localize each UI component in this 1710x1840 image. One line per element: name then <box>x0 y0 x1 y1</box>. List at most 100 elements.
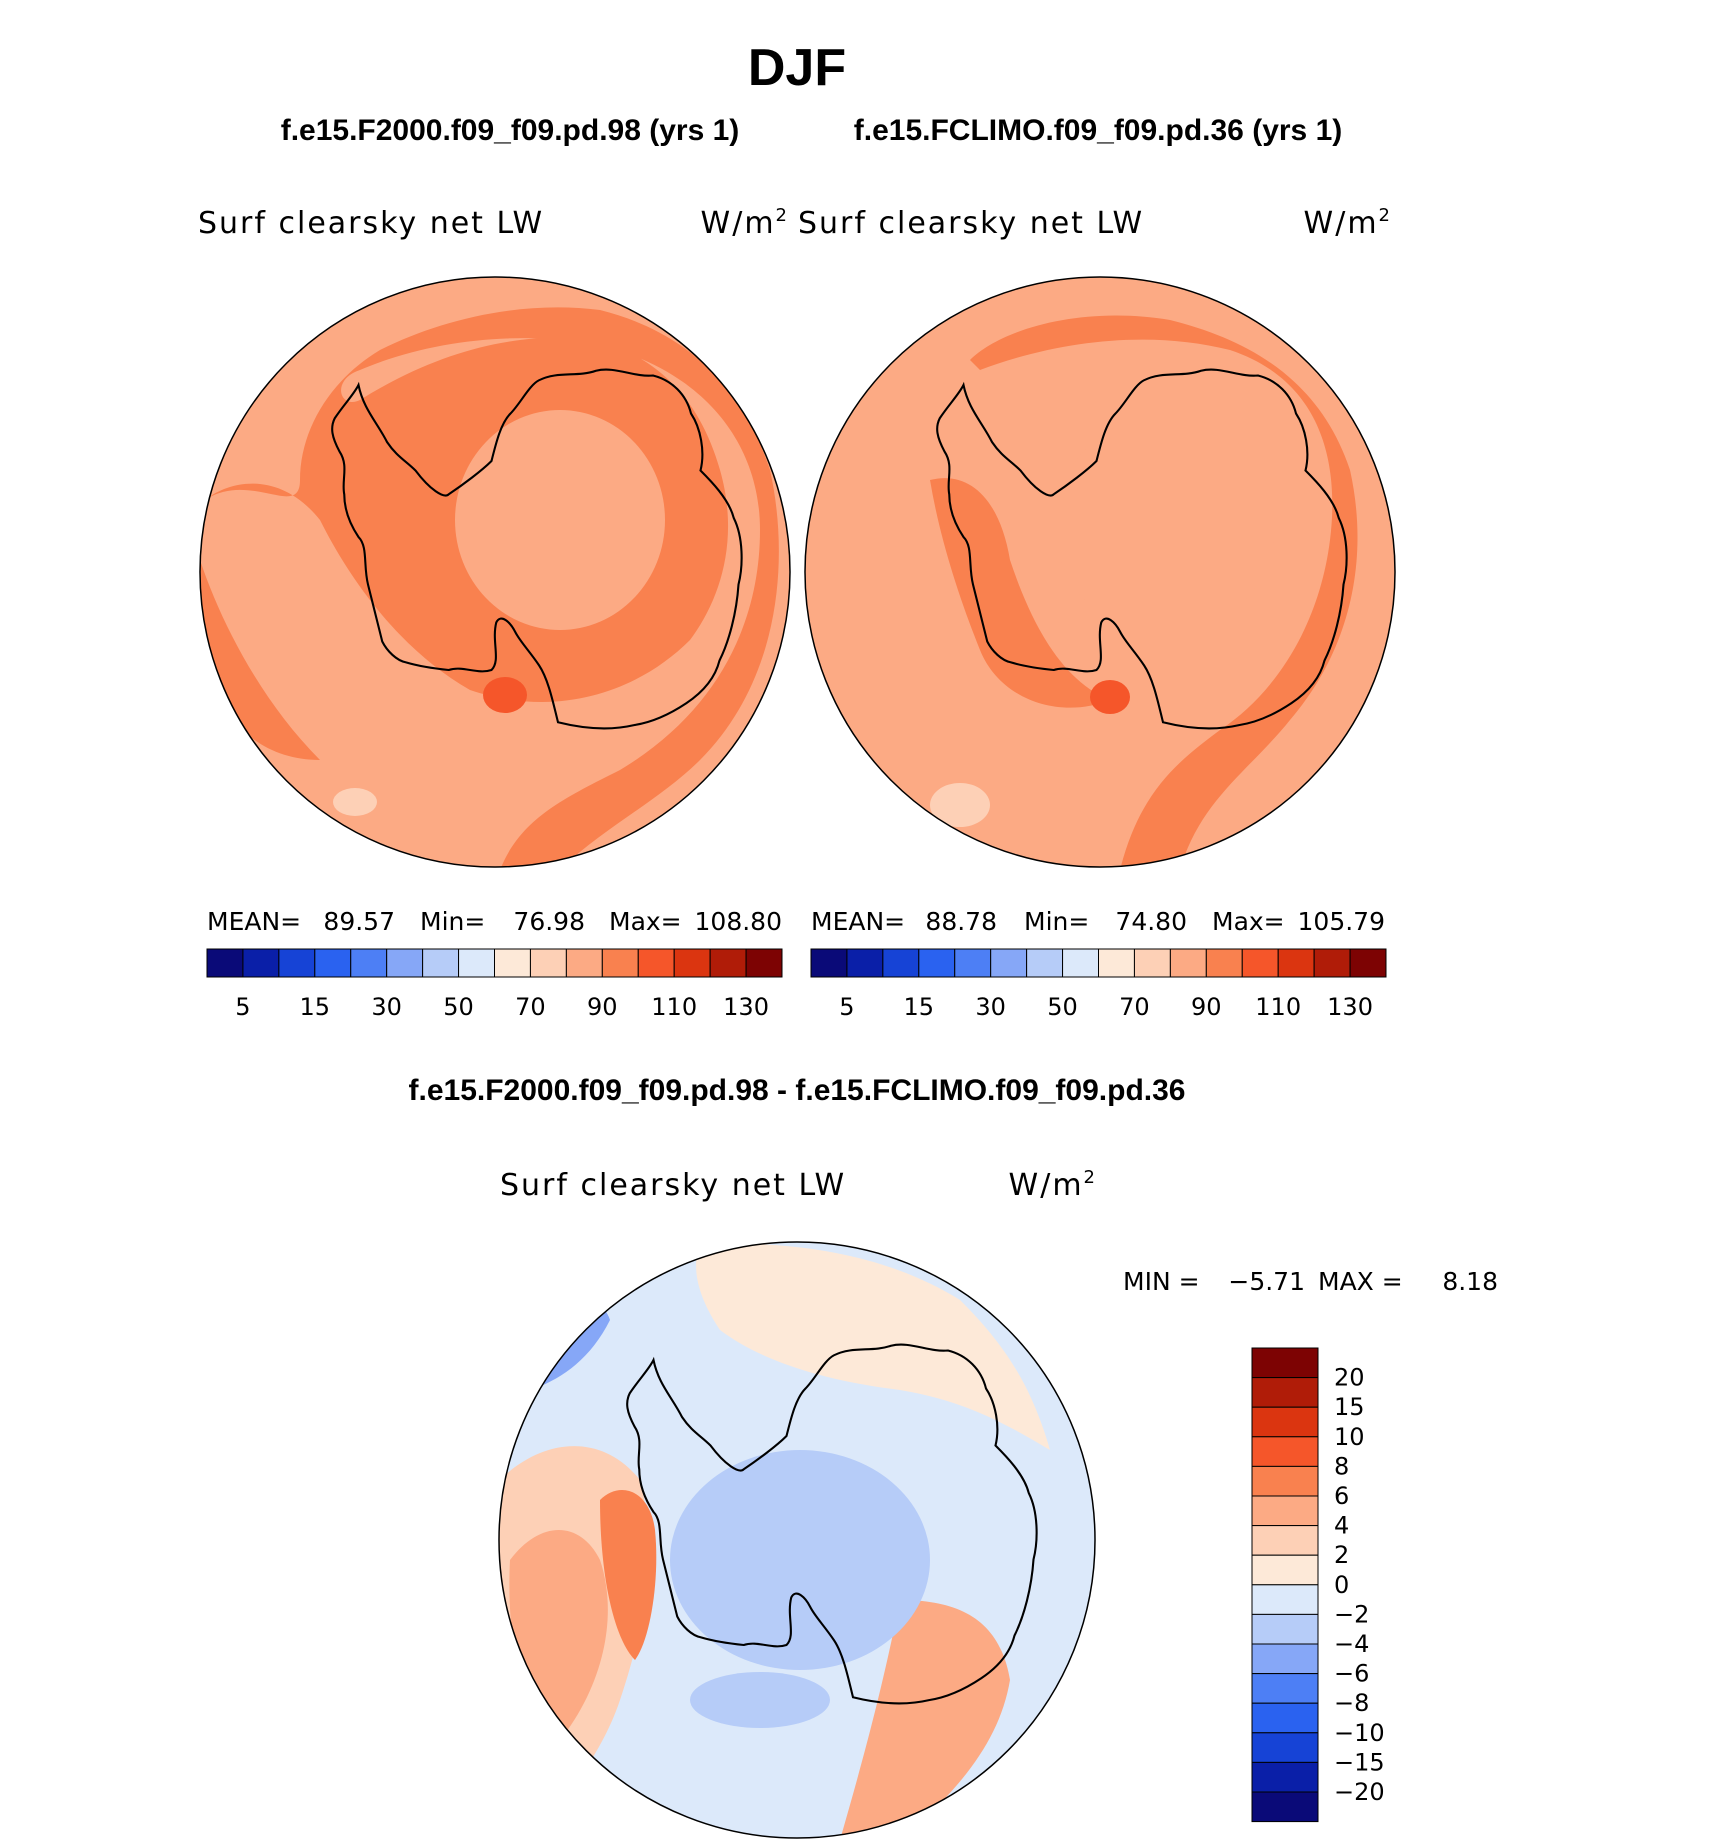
diff-colorbar-box <box>1251 1643 1319 1675</box>
diff-colorbar-label: −15 <box>1334 1748 1385 1776</box>
diff-min-label: MIN = <box>1123 1267 1200 1296</box>
diff-map-pos-north <box>696 1243 1050 1450</box>
right-colorbar-box <box>846 948 884 978</box>
left-polar-map <box>199 276 791 868</box>
right-colorbar-box <box>918 948 956 978</box>
diff-colorbar-box <box>1251 1495 1319 1527</box>
right-map-peak <box>1090 680 1130 714</box>
diff-map-border <box>498 1241 1096 1839</box>
left-colorbar-label: 70 <box>515 993 546 1021</box>
diff-colorbar-box <box>1251 1761 1319 1793</box>
right-stats: MEAN= 88.78 Min= 74.80 Max= 105.79 <box>811 907 1385 936</box>
right-colorbar-label: 90 <box>1191 993 1222 1021</box>
left-colorbar-box <box>709 948 747 978</box>
right-map-low-patch <box>930 783 990 827</box>
diff-colorbar-box <box>1251 1702 1319 1734</box>
diff-colorbar-box <box>1251 1347 1319 1379</box>
diff-colorbar-box <box>1251 1406 1319 1438</box>
right-colorbar-box <box>1241 948 1279 978</box>
left-colorbar-box <box>565 948 603 978</box>
right-colorbar-box <box>954 948 992 978</box>
left-mean-label: MEAN= <box>207 907 301 936</box>
diff-variable-label: Surf clearsky net LW <box>500 1168 846 1203</box>
right-colorbar-box <box>1133 948 1171 978</box>
left-colorbar-box <box>673 948 711 978</box>
right-colorbar-label: 15 <box>904 993 935 1021</box>
left-colorbar-box <box>601 948 639 978</box>
right-mean-label: MEAN= <box>811 907 905 936</box>
left-colorbar-box <box>206 948 244 978</box>
diff-map-pos-east <box>840 1600 1010 1838</box>
right-min-label: Min= <box>1024 907 1089 936</box>
diff-colorbar-box <box>1251 1732 1319 1763</box>
diff-colorbar-box <box>1251 1465 1319 1497</box>
diff-colorbar-box <box>1251 1377 1319 1408</box>
left-map-border <box>199 276 791 868</box>
right-colorbar-label: 70 <box>1119 993 1150 1021</box>
right-colorbar-label: 50 <box>1047 993 1078 1021</box>
diff-colorbar-label: −10 <box>1334 1719 1385 1747</box>
left-colorbar-label: 15 <box>300 993 331 1021</box>
diff-colorbar-label: 15 <box>1334 1393 1365 1421</box>
left-colorbar-label: 110 <box>651 993 697 1021</box>
diff-units-label: W/m2 <box>1009 1167 1095 1203</box>
left-stats: MEAN= 89.57 Min= 76.98 Max= 108.80 <box>207 907 782 936</box>
season-title: DJF <box>748 39 846 97</box>
left-case-title: f.e15.F2000.f09_f09.pd.98 (yrs 1) <box>281 114 740 147</box>
diff-colorbar-label: −2 <box>1334 1600 1369 1628</box>
diff-colorbar-label: 4 <box>1334 1512 1349 1540</box>
diff-colorbar-label: 2 <box>1334 1541 1349 1569</box>
left-colorbar-box <box>745 948 783 978</box>
right-colorbar-box <box>810 948 848 978</box>
left-min-label: Min= <box>420 907 485 936</box>
diff-title: f.e15.F2000.f09_f09.pd.98 - f.e15.FCLIMO… <box>409 1074 1186 1107</box>
diff-colorbar-label: −6 <box>1334 1660 1369 1688</box>
right-colorbar-box <box>1098 948 1135 978</box>
right-units-label: W/m2 <box>1304 205 1390 241</box>
diff-colorbar-label: −8 <box>1334 1689 1369 1717</box>
diff-min-value: −5.71 <box>1228 1267 1305 1296</box>
left-colorbar-label: 50 <box>443 993 474 1021</box>
right-colorbar-box <box>1205 948 1243 978</box>
diff-colorbar-label: 20 <box>1334 1364 1365 1392</box>
diff-map-pos-peninsula <box>600 1490 657 1660</box>
diff-colorbar-label: 10 <box>1334 1423 1365 1451</box>
diff-colorbar-label: −20 <box>1334 1778 1385 1806</box>
right-min-value: 74.80 <box>1115 907 1187 936</box>
left-colorbar-box <box>350 948 388 978</box>
right-map-interior-low <box>1055 415 1275 635</box>
right-colorbar-label: 30 <box>975 993 1006 1021</box>
right-colorbar-box <box>1169 948 1207 978</box>
diff-colorbar-label: 0 <box>1334 1571 1349 1599</box>
diff-map-southern-neg <box>690 1672 830 1728</box>
left-max-label: Max= <box>609 907 682 936</box>
right-mean-value: 88.78 <box>925 907 997 936</box>
diff-colorbar-box <box>1251 1554 1319 1586</box>
diff-colorbar-box <box>1251 1613 1319 1645</box>
left-colorbar-label: 5 <box>235 993 250 1021</box>
diff-colorbar-box <box>1251 1584 1319 1615</box>
diff-colorbar-box <box>1251 1525 1319 1556</box>
left-colorbar-box <box>529 948 567 978</box>
right-max-value: 105.79 <box>1298 907 1385 936</box>
right-max-label: Max= <box>1212 907 1285 936</box>
left-colorbar-label: 90 <box>587 993 618 1021</box>
diff-colorbar-label: 6 <box>1334 1482 1349 1510</box>
left-colorbar-box <box>458 948 495 978</box>
right-map-high-west <box>930 478 1110 708</box>
left-colorbar-box <box>278 948 316 978</box>
left-colorbar-box <box>494 948 531 978</box>
diff-colorbar-box <box>1251 1673 1319 1704</box>
right-map-high-band <box>970 315 1358 867</box>
diff-map-interior-neg <box>670 1450 930 1670</box>
diff-polar-map <box>498 1241 1096 1839</box>
right-colorbar-box <box>1313 948 1351 978</box>
left-map-interior-low <box>455 410 665 630</box>
left-variable-label: Surf clearsky net LW <box>198 206 544 241</box>
right-variable-label: Surf clearsky net LW <box>798 206 1144 241</box>
left-colorbar: 5 15 30 50 70 90 110 130 <box>206 948 783 1021</box>
right-colorbar-label: 5 <box>839 993 854 1021</box>
left-max-value: 108.80 <box>695 907 782 936</box>
